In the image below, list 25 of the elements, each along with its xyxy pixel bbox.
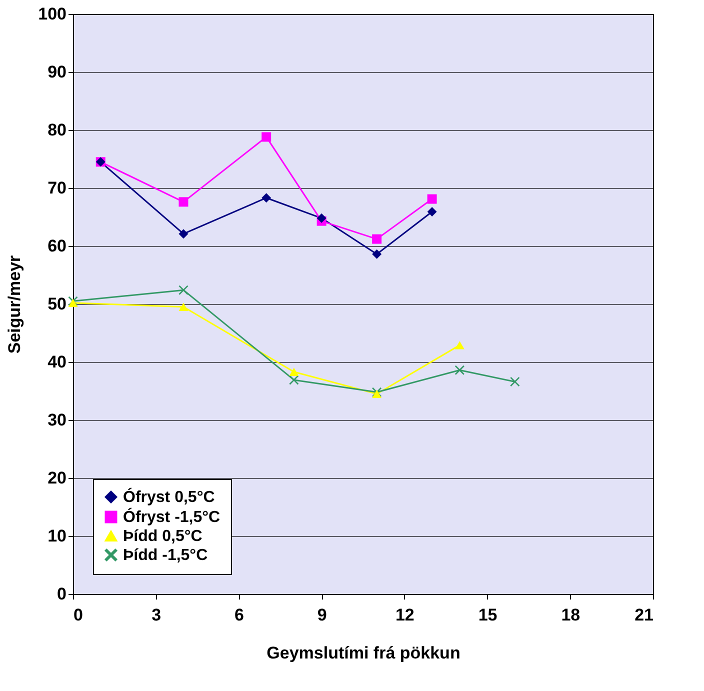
x-tick-label: 15 [478,606,498,624]
y-tick-label: 90 [48,62,66,82]
y-tick-label: 20 [48,468,66,488]
x-tick-label: 18 [561,606,580,624]
y-tick-label: 10 [48,526,66,546]
x-tick-label: 9 [317,606,327,624]
y-tick-label: 60 [48,236,66,256]
y-tick-label: 30 [48,410,66,430]
x-tick-label: 12 [395,606,414,624]
y-tick-label: 100 [38,4,66,24]
y-axis-title: Seigur/meyr [5,254,24,354]
y-tick-label: 80 [48,120,66,140]
legend-label: Ófryst -1,5°C [123,507,221,526]
x-axis-title: Geymslutími frá pökkun [266,644,460,662]
x-tick-label: 0 [74,606,83,624]
y-tick-label: 0 [57,584,66,604]
y-tick-label: 70 [48,178,66,198]
y-tick-label: 50 [48,294,66,314]
x-tick-label: 6 [234,606,244,624]
x-tick-label: 21 [634,606,654,624]
legend-label: Ófryst 0,5°C [123,487,216,506]
legend-label: Þídd -1,5°C [123,547,208,564]
legend-label: Þídd 0,5°C [123,528,203,545]
x-tick-label: 3 [152,606,162,624]
y-tick-label: 40 [48,352,66,372]
